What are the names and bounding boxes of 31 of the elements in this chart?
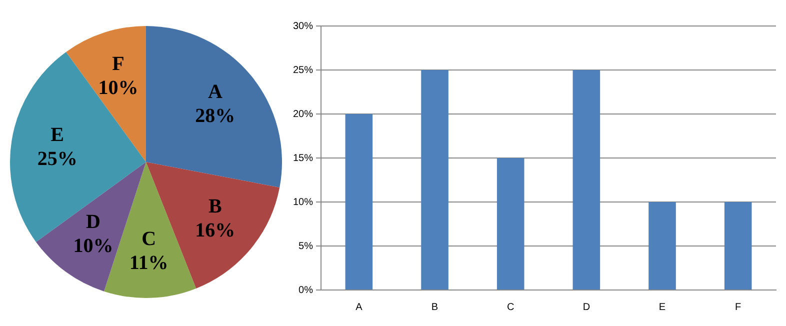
y-tick-label: 0%	[298, 284, 314, 296]
bar	[496, 158, 524, 290]
slice-label: B	[208, 195, 222, 218]
y-tick-label: 30%	[293, 20, 314, 32]
data-label: 10%	[73, 234, 114, 257]
bar	[648, 202, 676, 290]
bar	[345, 114, 373, 290]
slice-label: D	[86, 210, 100, 233]
y-tick-label: 25%	[293, 64, 314, 76]
x-tick-label: F	[735, 302, 742, 313]
data-label: 28%	[195, 104, 236, 127]
slice-label: A	[208, 80, 223, 103]
data-label: 16%	[195, 219, 236, 242]
y-tick-label: 5%	[298, 240, 314, 252]
slice-label: E	[50, 124, 64, 146]
slice-label: F	[112, 52, 124, 75]
data-label: 10%	[98, 76, 138, 99]
data-label: 25%	[37, 148, 78, 170]
x-tick-label: E	[658, 302, 666, 313]
y-tick-label: 20%	[293, 108, 314, 120]
bar	[572, 70, 600, 290]
x-tick-label: D	[582, 302, 590, 313]
x-tick-label: C	[506, 302, 514, 313]
x-tick-label: B	[431, 302, 438, 313]
bar	[421, 70, 448, 290]
slice-label: C	[142, 228, 156, 250]
x-tick-label: A	[356, 302, 363, 313]
y-tick-label: 10%	[293, 196, 314, 208]
y-tick-label: 15%	[293, 152, 314, 164]
bar	[724, 202, 752, 290]
data-label: 11%	[129, 252, 168, 274]
